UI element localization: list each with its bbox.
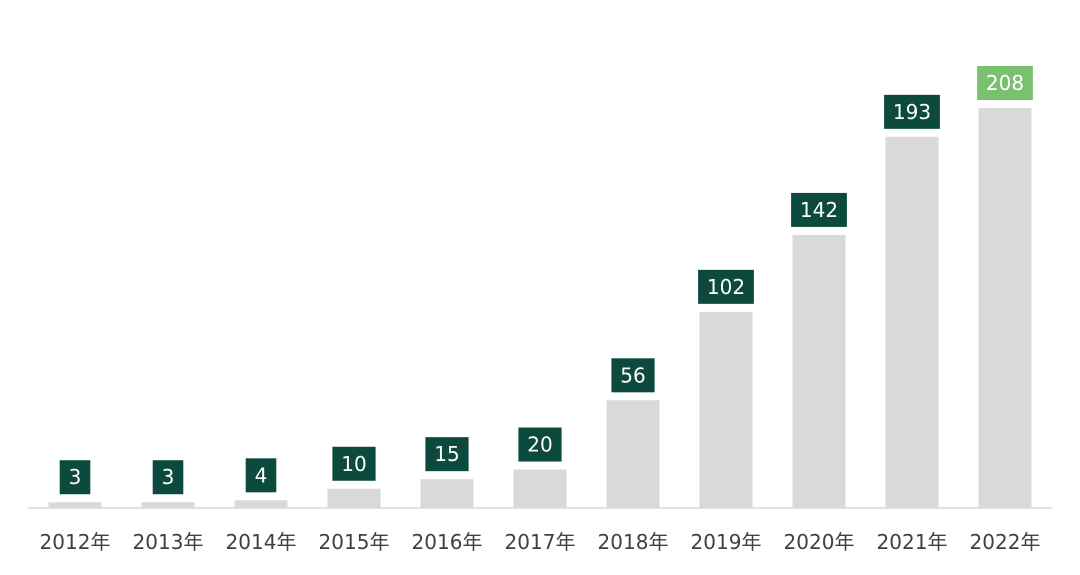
data-label-box (518, 427, 562, 462)
bar-2020年 (792, 234, 846, 508)
data-label-box (59, 460, 91, 495)
x-tick-label: 2014年 (226, 530, 297, 554)
x-tick-label: 2016年 (412, 530, 483, 554)
bar-2012年 (48, 502, 102, 508)
data-label-box (152, 460, 184, 495)
x-tick-label: 2012年 (40, 530, 111, 554)
data-label-box (611, 358, 655, 393)
bar-2017年 (513, 469, 567, 508)
bar-2014年 (234, 500, 288, 508)
data-label: 56 (620, 363, 645, 387)
bar-2013年 (141, 502, 195, 508)
data-label-box (332, 446, 376, 481)
x-tick-label: 2022年 (970, 530, 1041, 554)
data-label: 193 (893, 100, 931, 124)
data-label: 3 (69, 465, 82, 489)
x-tick-label: 2019年 (691, 530, 762, 554)
data-label-box (425, 437, 469, 472)
x-tick-labels-group: 2012年 2013年 2014年 2015年 2016年 2017年 2018年 2019年… (40, 530, 1041, 554)
bar-2016年 (420, 479, 474, 508)
data-label: 15 (434, 442, 459, 466)
data-label: 208 (986, 71, 1024, 95)
x-tick-label: 2017年 (505, 530, 576, 554)
data-label: 102 (707, 275, 745, 299)
data-label-box (698, 269, 754, 304)
data-labels-group: 3 3 4 10 15 20 56 102 142 193 208 (59, 66, 1033, 495)
bars-group (48, 108, 1032, 508)
data-label-box (977, 66, 1033, 100)
data-label: 4 (255, 463, 268, 487)
bar-2021年 (885, 136, 939, 508)
x-tick-label: 2020年 (784, 530, 855, 554)
data-label: 3 (162, 465, 175, 489)
x-tick-label: 2015年 (319, 530, 390, 554)
bar-2022年 (978, 108, 1032, 508)
data-label: 142 (800, 198, 838, 222)
bar-2018年 (606, 400, 660, 508)
data-label: 10 (341, 452, 366, 476)
data-label-box (245, 458, 277, 493)
bar-2019年 (699, 311, 753, 508)
data-label: 20 (527, 433, 552, 457)
x-tick-label: 2013年 (133, 530, 204, 554)
bar-2015年 (327, 488, 381, 508)
data-label-box (791, 192, 847, 227)
x-tick-label: 2021年 (877, 530, 948, 554)
data-label-box (884, 94, 940, 129)
x-tick-label: 2018年 (598, 530, 669, 554)
